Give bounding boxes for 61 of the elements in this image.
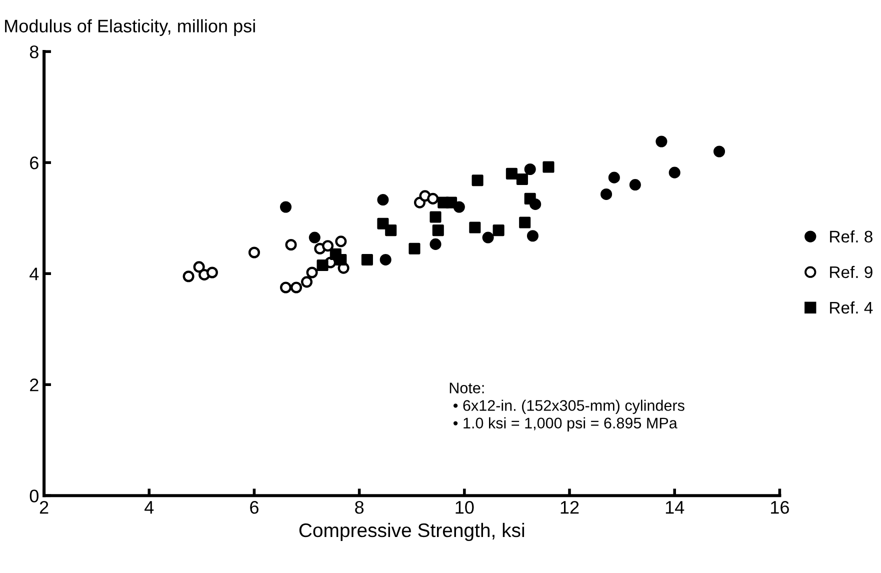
point [482, 232, 494, 244]
point [193, 261, 205, 273]
point [542, 161, 554, 173]
x-tick-label: 2 [40, 500, 48, 514]
point [608, 172, 620, 184]
x-tick-label: 6 [250, 500, 258, 514]
point [335, 254, 347, 266]
point [380, 254, 392, 266]
legend-label: Ref. 4 [830, 301, 873, 314]
point [182, 270, 194, 282]
point [301, 276, 313, 288]
y-axis-title: Modulus of Elasticity, million psi [5, 19, 255, 36]
point [427, 192, 439, 204]
point [524, 163, 536, 176]
y-tick-label: 8 [30, 46, 38, 58]
y-tick-label: 4 [30, 268, 39, 280]
point [469, 222, 481, 234]
y-tick-label: 2 [30, 378, 38, 392]
point [385, 224, 397, 236]
point [629, 179, 641, 191]
point [668, 166, 680, 178]
point [280, 201, 292, 213]
point [430, 238, 442, 250]
point [322, 240, 334, 252]
point [335, 236, 347, 248]
point [430, 211, 442, 223]
point [506, 168, 518, 180]
x-tick-label: 14 [666, 501, 684, 514]
point [408, 242, 420, 254]
x-axis-title: Compressive Strength, ksi [299, 522, 524, 542]
point [446, 196, 458, 208]
point [600, 188, 612, 200]
point [248, 246, 260, 258]
point [524, 192, 536, 204]
point [285, 238, 297, 251]
x-tick-label: 8 [355, 500, 364, 514]
point [713, 146, 726, 158]
x-tick-label: 12 [560, 500, 579, 514]
y-tick-label: 6 [30, 156, 38, 170]
point [519, 216, 531, 228]
point [306, 266, 318, 278]
legend-label: Ref. 8 [830, 230, 872, 243]
point [656, 136, 668, 148]
point [526, 230, 538, 242]
legend-label: Ref. 9 [830, 266, 872, 278]
point [316, 260, 328, 272]
point [377, 194, 389, 206]
point [308, 232, 320, 244]
y-tick-label: 0 [30, 490, 38, 502]
point [432, 224, 444, 236]
point [492, 224, 504, 236]
point [361, 254, 373, 266]
x-tick-label: 16 [771, 500, 789, 514]
point [280, 282, 292, 294]
point [516, 173, 528, 186]
point [290, 282, 302, 294]
point [206, 266, 218, 278]
x-tick-label: 4 [144, 501, 154, 514]
point [472, 174, 484, 186]
x-tick-label: 10 [456, 500, 474, 514]
annotation: Note: • 6x12-in. (152x305-mm) cylinders • 1.0 ksi = 1,000 psi = 6.895 MPa [450, 382, 684, 432]
